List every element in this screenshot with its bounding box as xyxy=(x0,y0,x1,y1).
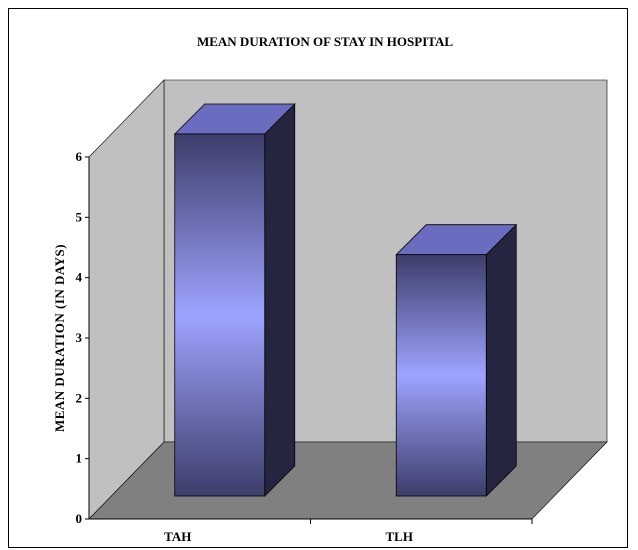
bar-tah xyxy=(173,103,296,497)
y-tick-label: 6 xyxy=(76,149,83,164)
chart-title: MEAN DURATION OF STAY IN HOSPITAL xyxy=(197,34,453,49)
y-tick-label: 2 xyxy=(76,390,83,405)
y-ticks: 0 1 2 3 4 5 6 xyxy=(76,149,89,526)
y-tick-label: 4 xyxy=(76,270,83,285)
y-axis-title: MEAN DURATION (IN DAYS) xyxy=(52,244,67,432)
bar-front xyxy=(174,133,266,497)
y-tick-label: 3 xyxy=(76,330,83,345)
bar-tlh xyxy=(395,223,518,497)
bar-front xyxy=(395,254,487,497)
y-tick-label: 0 xyxy=(76,511,83,526)
x-category-label: TAH xyxy=(164,529,191,544)
x-categories: TAH TLH xyxy=(164,519,533,544)
bar-side xyxy=(264,103,296,497)
y-tick-label: 5 xyxy=(76,209,83,224)
floor xyxy=(88,441,608,520)
bar-side xyxy=(485,223,517,497)
x-category-label: TLH xyxy=(386,529,413,544)
bars-layer xyxy=(173,103,518,497)
y-tick-label: 1 xyxy=(76,451,83,466)
